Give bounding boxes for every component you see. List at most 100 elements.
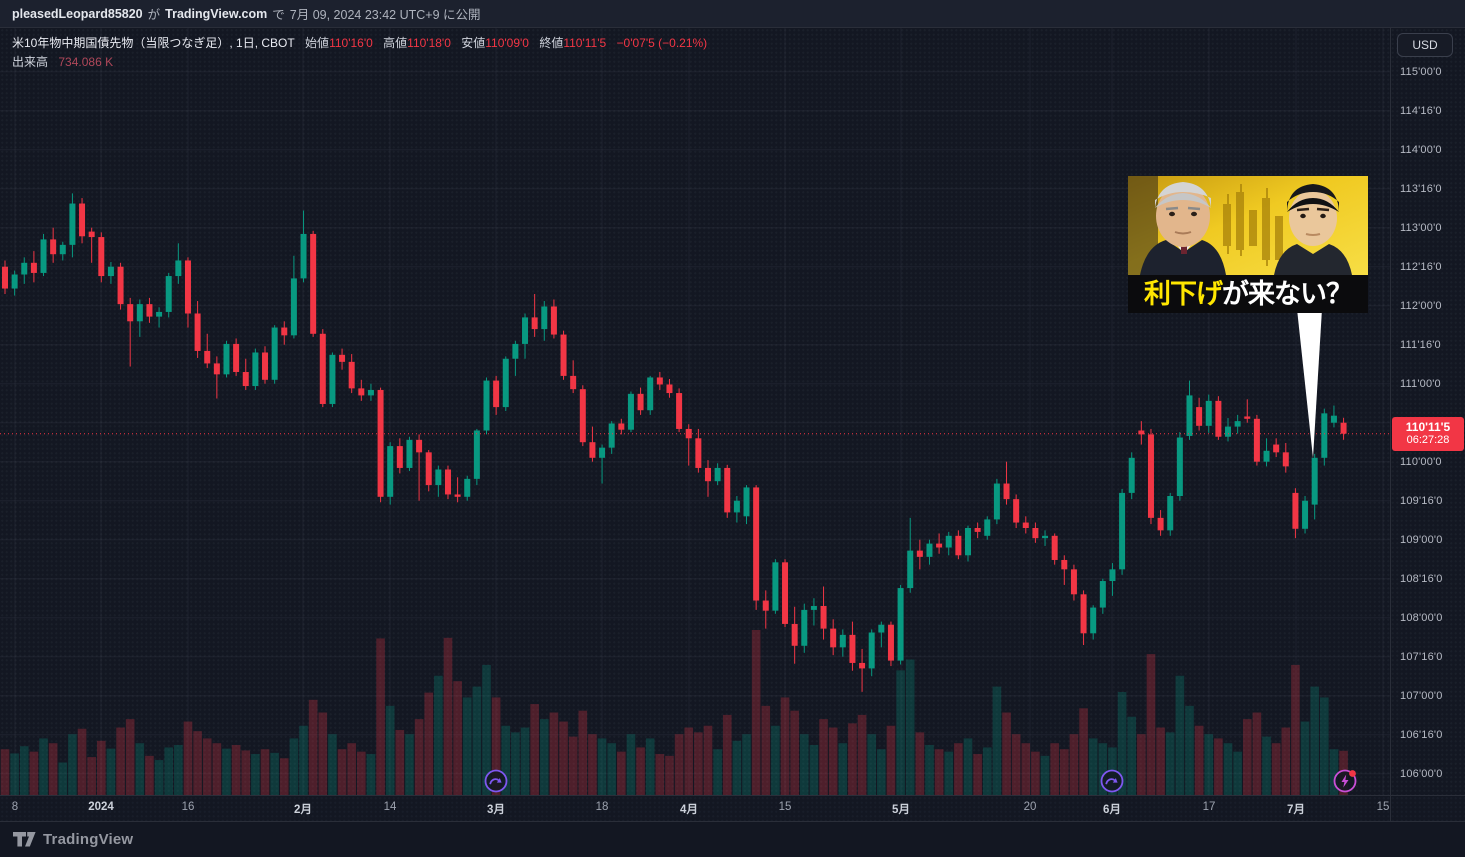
candle-body — [608, 423, 615, 448]
candle-body — [647, 377, 654, 411]
volume-bar — [279, 758, 289, 795]
volume-bar — [626, 734, 636, 795]
candle-body — [2, 266, 8, 289]
price-tick-label: 112'00'0 — [1400, 299, 1442, 312]
volume-bar — [1098, 743, 1108, 795]
volume-bar — [1204, 734, 1214, 795]
contract-rollover-icon[interactable] — [1099, 768, 1125, 794]
candle-body — [1311, 457, 1318, 505]
candle-body — [367, 389, 374, 396]
volume-bar — [1040, 755, 1050, 795]
candle-body — [1167, 496, 1174, 531]
thumbnail-photo — [1128, 176, 1368, 275]
candle-body — [1099, 581, 1106, 608]
volume-bar — [1146, 654, 1156, 795]
volume-bar — [453, 681, 462, 795]
candle-body — [396, 446, 403, 468]
time-axis[interactable]: 8 2024 16 2月 14 3月 18 4月 15 5月 20 6月 17 7月 15 — [0, 795, 1465, 821]
contract-rollover-icon[interactable] — [483, 768, 509, 794]
candle-body — [88, 231, 95, 238]
candle-body — [1244, 416, 1251, 419]
candle-body — [1080, 594, 1087, 634]
volume-bar — [434, 675, 443, 795]
price-tick-label: 114'00'0 — [1400, 143, 1442, 156]
candle-body — [1013, 499, 1020, 523]
volume-bar — [222, 748, 231, 795]
volume-bar — [963, 738, 973, 795]
candle-body — [965, 528, 971, 556]
candle-body — [1138, 430, 1145, 435]
candle-body — [926, 543, 933, 557]
time-tick-label: 8 — [11, 801, 19, 813]
volume-bar — [992, 686, 1002, 795]
currency-button[interactable]: USD — [1397, 33, 1453, 57]
volume-bar — [742, 734, 751, 795]
volume-bar — [1194, 725, 1204, 795]
volume-bar — [877, 749, 886, 795]
legend-row-2: 出来高 734.086 K — [12, 53, 707, 72]
symbol-legend[interactable]: 米10年物中期国債先物（当限つなぎ足）, 1日, CBOT 始値110'16'0… — [12, 34, 707, 72]
volume-bar — [462, 697, 472, 795]
candle-body — [406, 439, 413, 468]
volume-bar — [202, 738, 212, 795]
volume-bar — [694, 732, 703, 795]
candle-body — [522, 317, 529, 344]
price-tick-label: 109'00'0 — [1400, 533, 1443, 546]
volume-bar — [1320, 697, 1329, 795]
candle-body — [1282, 452, 1289, 467]
candle-body — [30, 262, 37, 273]
volume-bar — [145, 755, 154, 795]
volume-bar — [954, 743, 963, 795]
price-axis[interactable]: USD 110'11'5 06:27:28 115'00'0 114'16'0 11… — [1390, 28, 1465, 795]
candle-body — [184, 260, 191, 314]
tradingview-logo-text[interactable]: TradingView — [43, 831, 134, 848]
candle-body — [348, 361, 355, 389]
candle-body — [733, 500, 740, 513]
volume-bar — [838, 743, 848, 795]
expiration-icon[interactable] — [1332, 768, 1358, 794]
candle-body — [1292, 492, 1299, 529]
volume-bar — [520, 727, 530, 795]
axis-corner-divider — [1390, 796, 1391, 821]
candle-body — [416, 439, 423, 453]
volume-bar — [1088, 738, 1098, 795]
volume-bar — [472, 686, 482, 795]
candle-body — [512, 343, 519, 359]
candle-body — [175, 260, 182, 277]
candle-body — [473, 430, 480, 479]
candle-body — [59, 244, 66, 255]
volume-bar — [318, 712, 328, 795]
candle-body — [146, 304, 153, 317]
volume-bar — [357, 751, 366, 795]
candle-body — [801, 609, 808, 646]
volume-bar — [703, 725, 713, 795]
chart-motif — [1223, 184, 1283, 266]
candle-body — [1090, 607, 1097, 634]
volume-value: 734.086 K — [58, 55, 114, 69]
volume-bar — [655, 754, 665, 795]
candle-body — [233, 343, 240, 372]
chart-canvas[interactable]: 米10年物中期国債先物（当限つなぎ足）, 1日, CBOT 始値110'16'0… — [0, 28, 1390, 795]
low-label: 安値 — [461, 36, 486, 50]
candle-body — [1340, 422, 1347, 434]
tradingview-logo-icon[interactable] — [13, 831, 36, 848]
candle-body — [454, 494, 461, 497]
candle-body — [916, 550, 923, 557]
open-label: 始値 — [305, 36, 330, 50]
volume-bar — [231, 745, 241, 795]
candle-body — [252, 352, 259, 387]
candle-body — [656, 377, 663, 385]
volume-bar — [260, 749, 270, 795]
close-label: 終値 — [539, 36, 564, 50]
volume-bar — [1300, 721, 1310, 795]
candle-body — [40, 239, 47, 273]
candle-body — [1196, 407, 1203, 426]
candle-body — [743, 487, 750, 517]
candle-body — [1205, 400, 1212, 426]
candle-body — [271, 327, 278, 380]
candle-body — [165, 276, 172, 312]
candle-body — [695, 438, 702, 468]
volume-bar — [424, 692, 434, 795]
candle-body — [1273, 444, 1280, 453]
volume-bar — [164, 747, 174, 795]
